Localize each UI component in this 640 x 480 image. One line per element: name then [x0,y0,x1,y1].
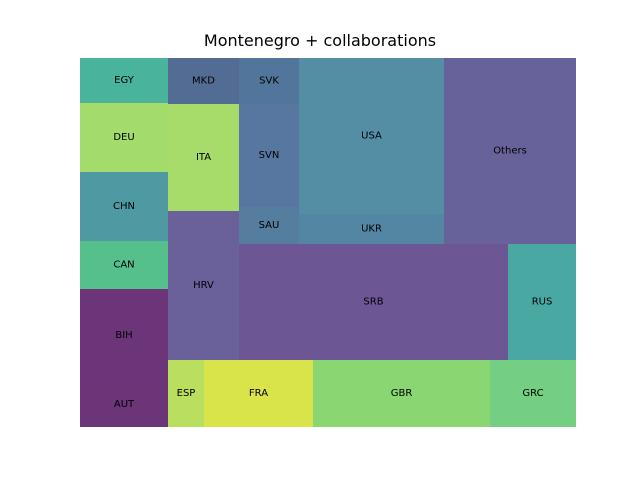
treemap-cell-srb [239,244,508,360]
treemap-label-mkd: MKD [192,76,215,87]
treemap-label-gbr: GBR [391,388,413,399]
treemap-label-others: Others [493,146,527,157]
treemap-cell-gbr [313,360,490,427]
treemap-cell-can [80,241,168,289]
treemap-label-ukr: UKR [361,224,382,235]
treemap-cell-ita [168,104,239,211]
chart-title: Montenegro + collaborations [203,31,437,50]
treemap-cell-hrv [168,211,239,360]
treemap-cell-usa [299,58,444,214]
treemap-label-egy: EGY [114,75,135,86]
treemap-cell-egy [80,58,168,103]
treemap-cell-others [444,58,576,244]
treemap-cell-mkd [168,58,239,104]
treemap-label-sau: SAU [259,220,280,231]
treemap-cell-esp [168,360,204,427]
treemap-label-svn: SVN [259,150,280,161]
treemap-label-rus: RUS [532,297,553,308]
treemap-label-fra: FRA [249,388,268,399]
treemap-cells: AUT BIH CAN CHN DEU EGY MKD SVK ITA HRV SVN SAU USA U… [80,58,576,427]
treemap-cell-grc [490,360,576,427]
treemap-label-deu: DEU [113,132,134,143]
treemap-cell-rus [508,244,576,360]
treemap-label-hrv: HRV [193,280,214,291]
treemap-label-svk: SVK [259,76,279,87]
treemap-label-chn: CHN [113,201,135,212]
treemap-cell-svn [239,104,299,207]
treemap-cell-ukr [299,214,444,244]
treemap-cell-chn [80,172,168,241]
treemap-label-bih: BIH [115,330,132,341]
treemap-label-esp: ESP [177,388,196,399]
treemap-label-can: CAN [113,260,134,271]
treemap-label-aut: AUT [114,399,135,410]
treemap-label-usa: USA [361,131,382,142]
treemap-cell-sau [239,207,299,244]
treemap-cell-deu [80,103,168,172]
treemap-label-srb: SRB [363,297,383,308]
treemap-cell-fra [204,360,313,427]
treemap-cell-svk [239,58,299,104]
treemap-cell-bih [80,289,168,382]
treemap-label-ita: ITA [196,152,211,163]
treemap-label-grc: GRC [522,388,543,399]
treemap-cell-aut [80,382,168,427]
